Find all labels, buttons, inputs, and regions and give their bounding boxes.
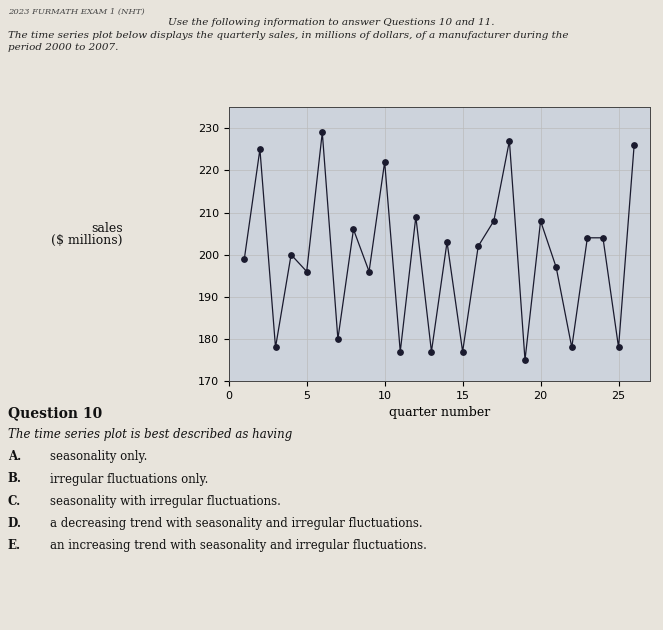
Text: A.: A. <box>8 450 21 464</box>
Text: ($ millions): ($ millions) <box>51 234 123 247</box>
Point <box>395 346 406 357</box>
Point <box>255 144 265 154</box>
Point <box>379 157 390 167</box>
Point <box>333 334 343 344</box>
Text: Use the following information to answer Questions 10 and 11.: Use the following information to answer … <box>168 18 495 26</box>
Point <box>613 342 624 352</box>
Text: seasonality with irregular fluctuations.: seasonality with irregular fluctuations. <box>50 495 280 508</box>
Point <box>410 212 421 222</box>
Point <box>271 342 281 352</box>
Text: seasonality only.: seasonality only. <box>50 450 147 464</box>
Point <box>286 249 296 260</box>
Point <box>566 342 577 352</box>
Point <box>597 232 608 243</box>
Point <box>504 136 514 146</box>
Text: The time series plot is best described as having: The time series plot is best described a… <box>8 428 292 442</box>
Point <box>317 127 328 137</box>
Text: Question 10: Question 10 <box>8 406 102 420</box>
Point <box>239 254 250 264</box>
Point <box>551 262 562 272</box>
Point <box>535 216 546 226</box>
Text: irregular fluctuations only.: irregular fluctuations only. <box>50 472 208 486</box>
Point <box>629 140 639 150</box>
Text: sales: sales <box>91 222 123 234</box>
Text: an increasing trend with seasonality and irregular fluctuations.: an increasing trend with seasonality and… <box>50 539 426 552</box>
Point <box>364 266 375 277</box>
Text: period 2000 to 2007.: period 2000 to 2007. <box>8 43 118 52</box>
Text: C.: C. <box>8 495 21 508</box>
Point <box>442 237 452 247</box>
Point <box>426 346 437 357</box>
Point <box>582 232 593 243</box>
Point <box>473 241 483 251</box>
Point <box>302 266 312 277</box>
Text: D.: D. <box>8 517 22 530</box>
X-axis label: quarter number: quarter number <box>389 406 490 420</box>
Text: The time series plot below displays the quarterly sales, in millions of dollars,: The time series plot below displays the … <box>8 32 568 40</box>
Point <box>348 224 359 234</box>
Point <box>489 216 499 226</box>
Text: 2023 FURMATH EXAM 1 (NHT): 2023 FURMATH EXAM 1 (NHT) <box>8 8 145 16</box>
Point <box>457 346 468 357</box>
Text: B.: B. <box>8 472 22 486</box>
Text: a decreasing trend with seasonality and irregular fluctuations.: a decreasing trend with seasonality and … <box>50 517 422 530</box>
Text: E.: E. <box>8 539 21 552</box>
Point <box>520 355 530 365</box>
